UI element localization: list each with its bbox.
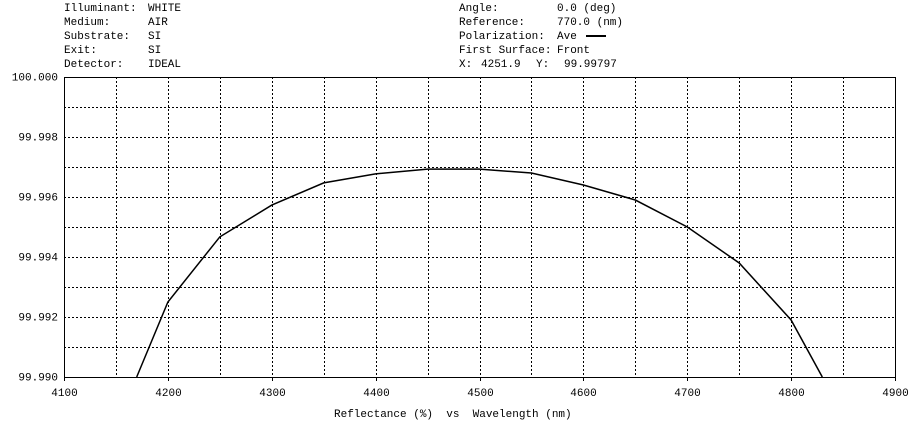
info-label: Angle: xyxy=(459,3,499,15)
cursor-y-label: Y: xyxy=(536,59,549,71)
info-label: Reference: xyxy=(459,17,525,29)
y-tick-label: 99.992 xyxy=(18,312,58,324)
y-tick-label: 99.990 xyxy=(18,372,58,384)
plot-frame xyxy=(64,77,896,378)
x-tick-label: 4600 xyxy=(570,388,596,400)
info-value: IDEAL xyxy=(148,59,181,71)
x-tick-label: 4300 xyxy=(259,388,285,400)
info-value: AIR xyxy=(148,17,168,29)
x-tick-label: 4100 xyxy=(51,388,77,400)
info-label: Exit: xyxy=(64,45,97,57)
cursor-x-value: 4251.9 xyxy=(481,59,521,71)
info-value: SI xyxy=(148,31,161,43)
info-label: First Surface: xyxy=(459,45,551,57)
y-tick-label: 99.994 xyxy=(18,252,58,264)
cursor-x-label: X: xyxy=(459,59,472,71)
x-tick-label: 4500 xyxy=(467,388,493,400)
info-value: WHITE xyxy=(148,3,181,15)
info-label: Polarization: xyxy=(459,31,545,43)
info-value: Front xyxy=(557,45,590,57)
info-value: Ave xyxy=(557,31,577,43)
info-label: Substrate: xyxy=(64,31,130,43)
info-label: Medium: xyxy=(64,17,110,29)
y-tick-label: 99.998 xyxy=(18,132,58,144)
y-tick-label: 99.996 xyxy=(18,192,58,204)
x-tick-label: 4700 xyxy=(674,388,700,400)
x-tick-label: 4800 xyxy=(778,388,804,400)
line-series xyxy=(136,168,823,378)
info-label: Illuminant: xyxy=(64,3,137,15)
cursor-y-value: 99.99797 xyxy=(564,59,617,71)
info-value: 0.0 (deg) xyxy=(557,3,616,15)
y-tick-label: 100.000 xyxy=(12,72,58,84)
info-label: Detector: xyxy=(64,59,123,71)
x-tick-label: 4200 xyxy=(155,388,181,400)
info-value: SI xyxy=(148,45,161,57)
x-tick-label: 4900 xyxy=(882,388,908,400)
axis-title: Reflectance (%) vs Wavelength (nm) xyxy=(334,409,572,421)
x-tick-label: 4400 xyxy=(363,388,389,400)
info-value: 770.0 (nm) xyxy=(557,17,623,29)
